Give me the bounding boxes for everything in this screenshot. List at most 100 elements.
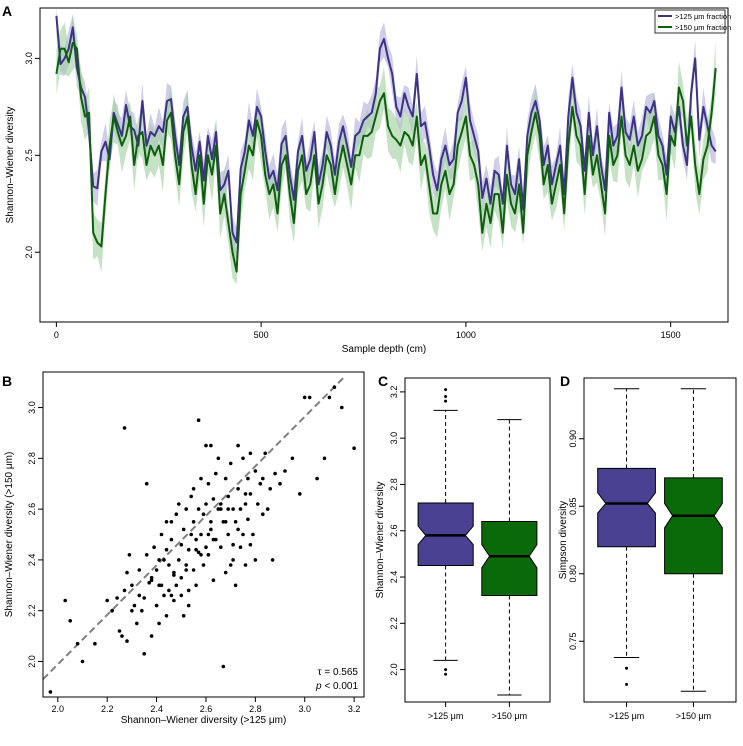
scatter-point xyxy=(253,558,258,562)
y-tick-label: 2.4 xyxy=(389,571,399,584)
scatter-point xyxy=(219,502,223,506)
scatter-point xyxy=(93,641,97,646)
y-tick-label: 3.0 xyxy=(24,52,34,65)
scatter-point xyxy=(290,456,295,461)
panel-c-frame xyxy=(404,377,551,703)
panel-b-x-axis: 2.0 2.2 2.4 2.6 2.8 3.0 3.2 xyxy=(52,697,360,714)
panel-d-frame xyxy=(583,377,737,703)
scatter-point xyxy=(142,652,146,656)
scatter-point xyxy=(223,520,228,524)
y-tick-label: 2.6 xyxy=(389,524,399,537)
scatter-point xyxy=(298,492,302,496)
scatter-point xyxy=(147,580,151,585)
scatter-point xyxy=(149,634,154,638)
scatter-point xyxy=(181,614,186,618)
scatter-point xyxy=(228,461,233,466)
scatter-point xyxy=(110,608,114,613)
scatter-point xyxy=(226,532,230,537)
x-tick-label: 2.0 xyxy=(52,704,65,714)
scatter-point xyxy=(125,639,129,643)
scatter-point xyxy=(211,537,216,542)
panel-b-y-label: Shannon–Wiener diversity (>150 μm) xyxy=(4,452,15,618)
scatter-point xyxy=(223,476,228,481)
y-tick-label: 0.75 xyxy=(568,632,578,650)
trend-line xyxy=(42,376,345,680)
scatter-point xyxy=(179,575,184,580)
scatter-point xyxy=(258,481,263,486)
scatter-point xyxy=(226,494,230,499)
scatter-point xyxy=(243,563,248,567)
scatter-point xyxy=(263,451,268,456)
scatter-point xyxy=(169,537,174,542)
scatter-point xyxy=(162,593,166,598)
scatter-point xyxy=(241,532,245,537)
scatter-point xyxy=(68,619,72,623)
panel-a-bands xyxy=(56,7,716,285)
scatter-point xyxy=(332,385,337,390)
p-annotation: p < 0.001 xyxy=(315,681,358,692)
scatter-point xyxy=(125,570,129,575)
scatter-point xyxy=(248,451,253,456)
panel-a-lines xyxy=(55,15,717,273)
scatter-point xyxy=(186,603,191,608)
scatter-point xyxy=(194,547,198,552)
scatter-point xyxy=(206,481,211,486)
y-tick-label: 2.0 xyxy=(27,655,37,668)
x-tick-label: 1000 xyxy=(456,330,476,340)
scatter-point xyxy=(186,547,191,552)
scatter-point xyxy=(243,492,248,496)
y-tick-label: 2.0 xyxy=(389,663,399,676)
y-tick-label: 2.8 xyxy=(27,452,37,465)
x-tick-label: 2.4 xyxy=(150,704,163,714)
y-tick-label: 2.4 xyxy=(27,554,37,567)
scatter-point xyxy=(169,520,174,524)
panel-c: C 2.0 2.2 2.4 2.6 2.8 3.0 3.2 >125 μm >150 μm S… xyxy=(375,373,551,721)
panel-c-y-axis: 2.0 2.2 2.4 2.6 2.8 3.0 3.2 xyxy=(389,386,405,676)
panel-a-y-label: Shannon–Wiener diversity xyxy=(5,107,16,224)
scatter-point xyxy=(246,476,250,481)
scatter-point xyxy=(216,507,221,511)
series-line-125 xyxy=(55,15,717,244)
scatter-point xyxy=(196,418,201,423)
scatter-point xyxy=(231,507,235,511)
panel-a-x-axis: 0 500 1000 1500 xyxy=(54,322,681,340)
scatter-point xyxy=(177,558,181,562)
scatter-point xyxy=(149,578,154,582)
scatter-point xyxy=(204,443,208,448)
scatter-point xyxy=(120,634,124,638)
panel-d: D 0.75 0.80 0.85 0.90 >125 μm >150 μm Simpso… xyxy=(558,373,737,721)
scatter-point xyxy=(184,568,188,572)
panel-b-letter: B xyxy=(2,373,12,389)
scatter-point xyxy=(201,512,206,516)
x-tick-label: >150 μm xyxy=(676,711,711,721)
scatter-point xyxy=(162,558,166,562)
scatter-point xyxy=(201,563,206,567)
scatter-point xyxy=(137,568,142,572)
panel-d-letter: D xyxy=(560,373,570,389)
scatter-point xyxy=(265,507,270,511)
scatter-point xyxy=(248,492,253,496)
scatter-point xyxy=(186,588,191,593)
scatter-point xyxy=(80,659,85,664)
scatter-point xyxy=(246,517,250,522)
scatter-point xyxy=(191,520,196,524)
scatter-point xyxy=(211,578,216,582)
outlier-point xyxy=(444,399,448,403)
legend-label-150: >150 μm fraction xyxy=(675,23,731,32)
panel-c-y-label: Shannon–Wiener diversity xyxy=(375,482,386,599)
scatter-point xyxy=(48,690,53,694)
scatter-point xyxy=(194,583,198,588)
scatter-point xyxy=(189,532,193,537)
scatter-point xyxy=(238,507,243,511)
y-tick-label: 2.6 xyxy=(27,503,37,516)
panel-b-y-axis: 2.0 2.2 2.4 2.6 2.8 3.0 xyxy=(27,401,43,668)
legend-box xyxy=(654,9,726,34)
scatter-point xyxy=(75,641,80,646)
scatter-point xyxy=(268,487,273,491)
panel-d-y-label: Simpson diversity xyxy=(558,501,569,579)
scatter-point xyxy=(322,456,327,461)
scatter-point xyxy=(157,583,161,588)
panel-a-letter: A xyxy=(2,3,12,19)
y-tick-label: 2.2 xyxy=(27,604,37,617)
scatter-point xyxy=(241,456,245,461)
